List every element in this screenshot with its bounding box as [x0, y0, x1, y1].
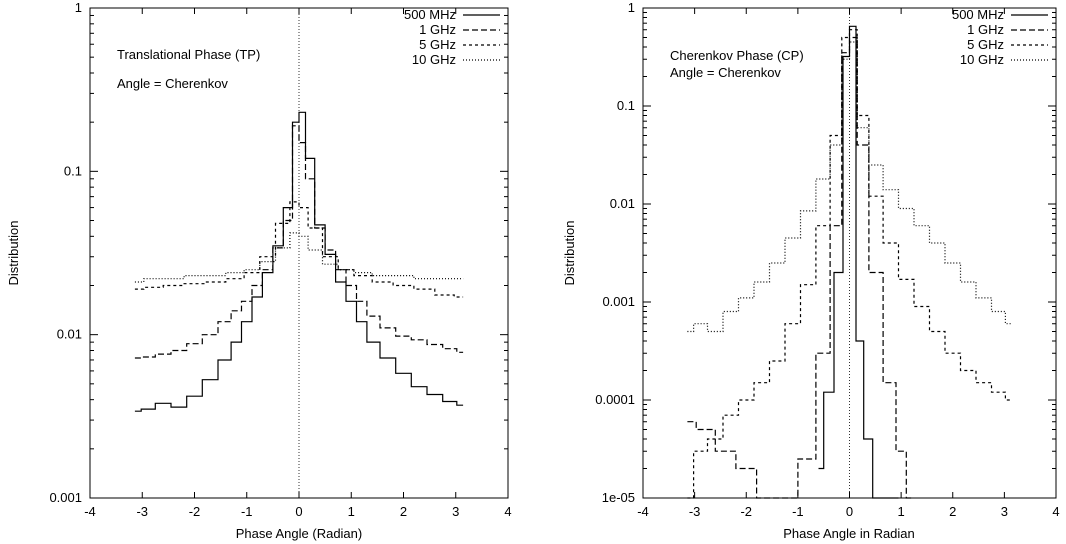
y-tick-label: 0.001	[49, 490, 82, 505]
ticks: -4 -3 -2 -1 0 1 2 3 4 0.001 0.01 0.1 1	[49, 0, 511, 519]
legend-label: 10 GHz	[960, 52, 1004, 67]
panel-cherenkov-phase: -4 -3 -2 -1 0 1 2 3 4 1e-05 0.0001 0.001 0.01 0.1 1 Ch…	[562, 0, 1060, 541]
x-tick-label: 0	[846, 504, 853, 519]
y-axis-label: Distribution	[6, 220, 21, 285]
y-axis-label: Distribution	[562, 220, 577, 285]
x-axis-label: Phase Angle in Radian	[783, 526, 915, 541]
y-tick-label: 0.0001	[595, 392, 635, 407]
x-tick-label: -3	[136, 504, 148, 519]
x-tick-label: -1	[792, 504, 804, 519]
series-5-ghz	[134, 201, 464, 298]
annotation-phase: Cherenkov Phase (CP)	[670, 48, 804, 63]
series-10-ghz	[687, 41, 1012, 333]
x-tick-label: 2	[949, 504, 956, 519]
y-tick-label: 1e-05	[602, 490, 635, 505]
series-500-mhz	[818, 25, 899, 499]
series-1-ghz	[687, 36, 912, 499]
series-group	[687, 25, 1012, 499]
x-axis-label: Phase Angle (Radian)	[236, 526, 362, 541]
x-tick-label: 0	[295, 504, 302, 519]
legend-label: 5 GHz	[419, 37, 456, 52]
x-tick-label: 4	[1052, 504, 1059, 519]
plot-frame	[642, 7, 1057, 499]
x-tick-label: -4	[637, 504, 649, 519]
x-tick-label: 2	[400, 504, 407, 519]
legend-label: 1 GHz	[419, 22, 456, 37]
y-tick-label: 1	[628, 0, 635, 15]
ticks: -4 -3 -2 -1 0 1 2 3 4 1e-05 0.0001 0.001 0.01 0.1 1	[595, 0, 1059, 519]
x-tick-label: -1	[241, 504, 253, 519]
series-10-ghz	[134, 232, 464, 283]
y-tick-label: 0.1	[64, 163, 82, 178]
x-tick-label: 1	[898, 504, 905, 519]
x-tick-label: 1	[348, 504, 355, 519]
x-tick-label: 4	[504, 504, 511, 519]
legend-label: 500 MHz	[404, 7, 456, 22]
annotation-phase: Translational Phase (TP)	[117, 47, 260, 62]
y-tick-label: 1	[75, 0, 82, 15]
panel-translational-phase: -4 -3 -2 -1 0 1 2 3 4 0.001 0.01 0.1 1 Translational…	[6, 0, 512, 541]
annotation-angle: Angle = Cherenkov	[117, 76, 228, 91]
series-1-ghz	[134, 125, 464, 359]
y-tick-label: 0.01	[57, 327, 82, 342]
y-tick-label: 0.1	[617, 98, 635, 113]
legend-label: 10 GHz	[412, 52, 456, 67]
series-500-mhz	[134, 111, 464, 412]
legend-label: 500 MHz	[952, 7, 1004, 22]
x-tick-label: -2	[740, 504, 752, 519]
legend-label: 5 GHz	[967, 37, 1004, 52]
y-tick-label: 0.01	[610, 196, 635, 211]
annotation-angle: Angle = Cherenkov	[670, 65, 781, 80]
x-tick-label: -4	[84, 504, 96, 519]
y-tick-label: 0.001	[602, 294, 635, 309]
x-tick-label: 3	[452, 504, 459, 519]
legend-label: 1 GHz	[967, 22, 1004, 37]
series-group	[134, 111, 464, 412]
x-tick-label: -3	[689, 504, 701, 519]
x-tick-label: -2	[189, 504, 201, 519]
series-5-ghz	[687, 29, 1012, 499]
x-tick-label: 3	[1001, 504, 1008, 519]
